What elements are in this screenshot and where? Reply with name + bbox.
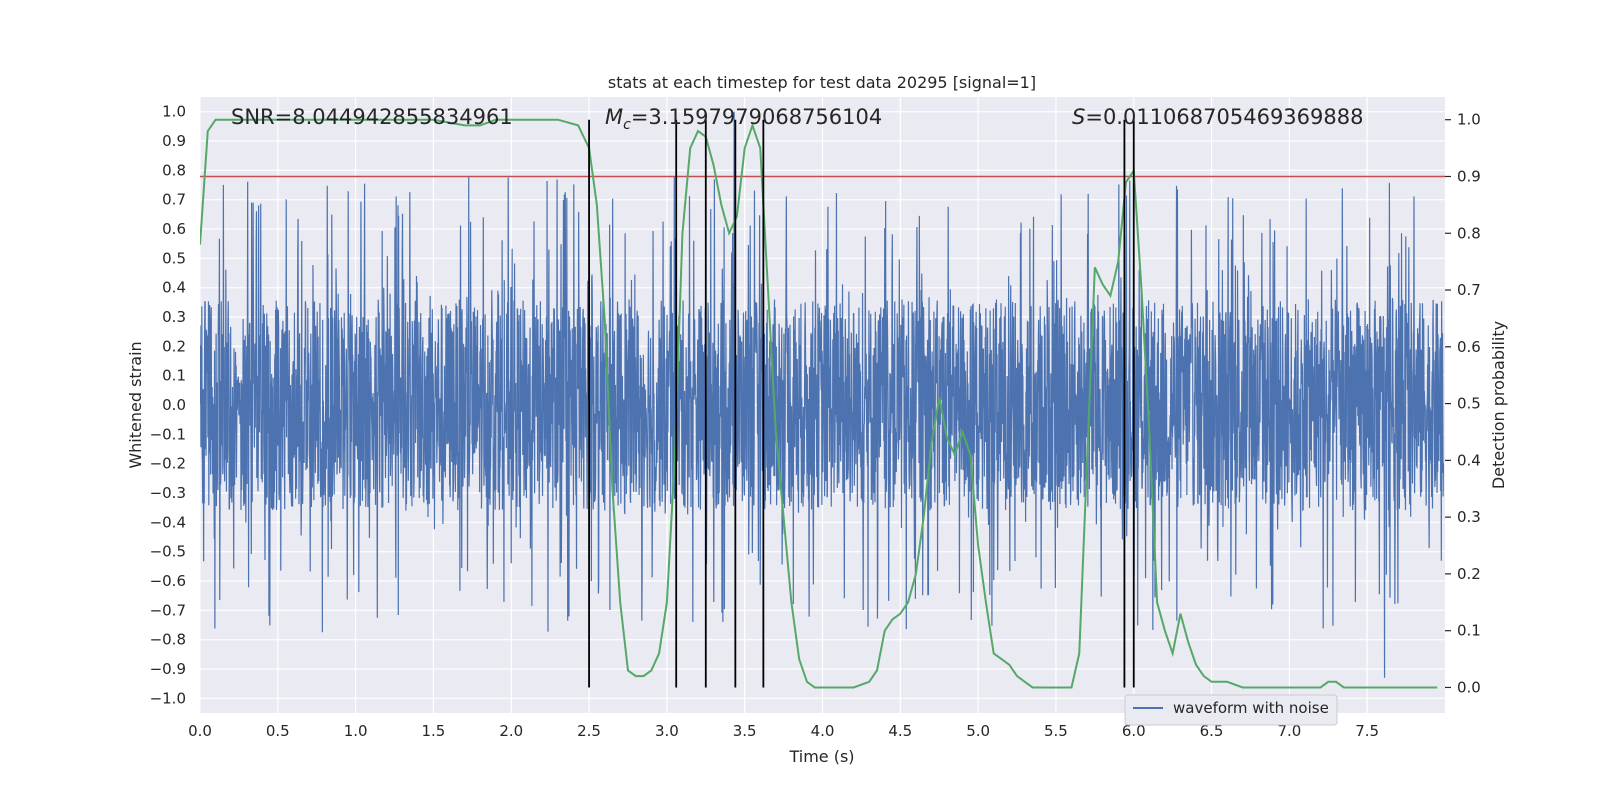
s-symbol: S <box>1072 105 1085 129</box>
y-tick-label-14: −0.4 <box>150 513 186 531</box>
s-value: =0.011068705469369888 <box>1085 105 1363 129</box>
s-annotation: S=0.011068705469369888 <box>1072 105 1363 129</box>
y2-tick-label-10: 0.0 <box>1457 678 1481 696</box>
y2-tick-label-0: 1.0 <box>1457 111 1481 129</box>
chirp-mass-subscript: c <box>623 117 631 133</box>
y-axis-label: Whitened strain <box>126 341 145 468</box>
x-tick-label-4: 2.0 <box>499 722 523 740</box>
x-tick-label-15: 7.5 <box>1355 722 1379 740</box>
probability-series <box>200 118 1438 689</box>
y-tick-label-3: 0.7 <box>162 191 186 209</box>
x-tick-label-7: 3.5 <box>733 722 757 740</box>
y-tick-label-1: 0.9 <box>162 132 186 150</box>
y-tick-label-10: 0.0 <box>162 396 186 414</box>
x-axis-ticks: 0.0 0.5 1.0 1.5 2.0 2.5 3.0 3.5 4.0 4.5 5.0 5.5 6.0 6… <box>188 722 1379 740</box>
y-tick-label-7: 0.3 <box>162 308 186 326</box>
legend-box <box>1124 694 1338 726</box>
chirp-mass-annotation: Mc=3.1597979068756104 <box>605 105 882 133</box>
x-tick-label-10: 5.0 <box>966 722 990 740</box>
x-tick-label-0: 0.0 <box>188 722 212 740</box>
legend: waveform with noise <box>1124 694 1338 726</box>
y-tick-label-0: 1.0 <box>162 103 186 121</box>
y2-tick-label-2: 0.8 <box>1457 224 1481 242</box>
y2-tick-label-7: 0.3 <box>1457 508 1481 526</box>
x-tick-label-5: 2.5 <box>577 722 601 740</box>
y-tick-label-19: −0.9 <box>150 660 186 678</box>
y2-tick-label-6: 0.4 <box>1457 451 1481 469</box>
y-tick-label-12: −0.2 <box>150 455 186 473</box>
y-tick-label-8: 0.2 <box>162 337 186 355</box>
y2-tick-label-1: 0.9 <box>1457 167 1481 185</box>
y-tick-label-20: −1.0 <box>150 689 186 707</box>
y-tick-label-11: −0.1 <box>150 425 186 443</box>
y-tick-label-15: −0.5 <box>150 543 186 561</box>
y2-axis-ticks: 1.0 0.9 0.8 0.7 0.6 0.5 0.4 0.3 0.2 0.1 0.0 <box>1445 111 1481 696</box>
y2-tick-label-5: 0.5 <box>1457 395 1481 413</box>
y-tick-label-6: 0.4 <box>162 279 186 297</box>
y-tick-label-2: 0.8 <box>162 161 186 179</box>
y-tick-label-18: −0.8 <box>150 631 186 649</box>
y-tick-label-16: −0.6 <box>150 572 186 590</box>
chirp-mass-symbol: M <box>605 105 623 129</box>
y-tick-label-5: 0.5 <box>162 249 186 267</box>
y-tick-label-17: −0.7 <box>150 601 186 619</box>
x-tick-label-14: 7.0 <box>1277 722 1301 740</box>
y2-tick-label-9: 0.1 <box>1457 622 1481 640</box>
x-tick-label-9: 4.5 <box>888 722 912 740</box>
x-tick-label-3: 1.5 <box>422 722 446 740</box>
snr-annotation: SNR=8.044942855834961 <box>231 105 513 129</box>
waveform-series <box>200 111 1445 678</box>
y-tick-label-13: −0.3 <box>150 484 186 502</box>
y2-tick-label-3: 0.7 <box>1457 281 1481 299</box>
x-tick-label-2: 1.0 <box>344 722 368 740</box>
x-tick-label-6: 3.0 <box>655 722 679 740</box>
x-axis-label: Time (s) <box>788 747 854 766</box>
event-marker-lines <box>588 119 1135 688</box>
chart-title: stats at each timestep for test data 202… <box>608 73 1036 92</box>
x-tick-label-11: 5.5 <box>1044 722 1068 740</box>
y-tick-label-4: 0.6 <box>162 220 186 238</box>
y2-tick-label-4: 0.6 <box>1457 338 1481 356</box>
probability-line <box>200 118 1438 689</box>
y-tick-label-9: 0.1 <box>162 367 186 385</box>
chirp-mass-value: =3.1597979068756104 <box>631 105 882 129</box>
x-tick-label-12: 6.0 <box>1122 722 1146 740</box>
legend-label: waveform with noise <box>1173 699 1329 717</box>
x-tick-label-13: 6.5 <box>1200 722 1224 740</box>
x-tick-label-8: 4.0 <box>811 722 835 740</box>
x-tick-label-1: 0.5 <box>266 722 290 740</box>
y2-tick-label-8: 0.2 <box>1457 565 1481 583</box>
y2-axis-label: Detection probability <box>1489 321 1508 489</box>
waveform-line <box>200 111 1445 678</box>
y-axis-ticks: 1.0 0.9 0.8 0.7 0.6 0.5 0.4 0.3 0.2 0.1 0.0 −0.1 −0.… <box>150 103 186 708</box>
